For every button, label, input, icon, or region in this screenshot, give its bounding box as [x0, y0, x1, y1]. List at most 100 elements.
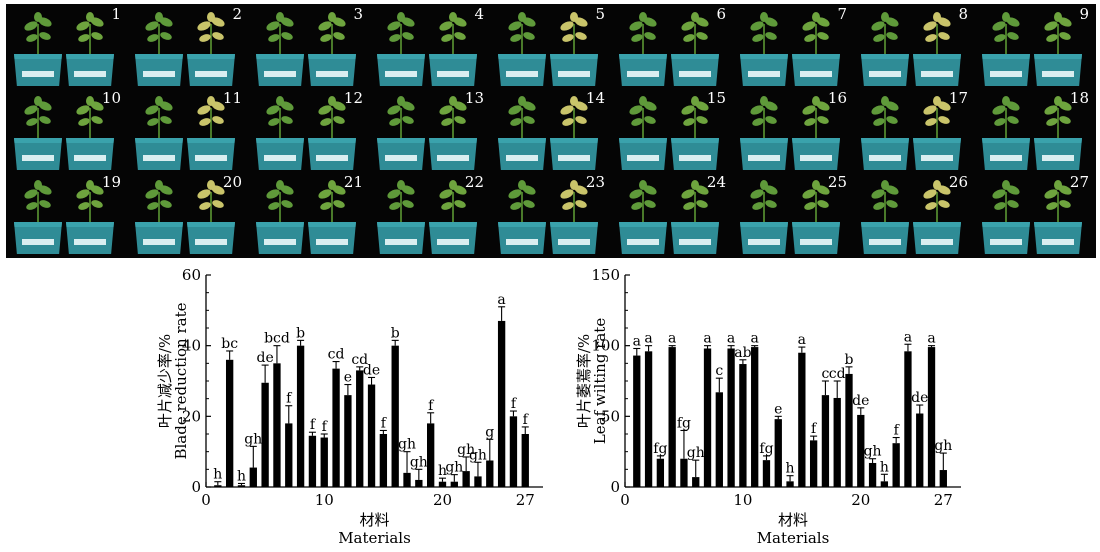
pot-label — [385, 239, 417, 245]
flower-pot — [671, 138, 719, 170]
pot-photo-cell: 12 — [248, 88, 369, 172]
control-plant — [629, 180, 657, 226]
x-axis-title-cn: 材料 — [778, 511, 808, 529]
significance-label: f — [381, 415, 388, 431]
x-tick-label: 20 — [433, 491, 452, 509]
significance-label: a — [668, 331, 676, 347]
control-plant — [387, 96, 415, 142]
bar — [261, 382, 269, 487]
significance-label: gh — [244, 431, 262, 447]
bar — [391, 345, 399, 487]
pot-number: 25 — [827, 173, 847, 191]
pot-photo-cell: 16 — [732, 88, 853, 172]
control-plant — [508, 96, 536, 142]
bar — [680, 458, 688, 487]
significance-label: f — [894, 423, 901, 439]
pot-label — [800, 71, 832, 77]
flower-pot — [1034, 222, 1082, 254]
bar — [521, 434, 529, 487]
treated-plant — [560, 96, 588, 142]
pot-number: 1 — [111, 5, 121, 23]
pot-label — [1042, 155, 1074, 161]
pot-label — [679, 239, 711, 245]
significance-label: g — [485, 424, 494, 440]
flower-pot — [498, 54, 546, 86]
pot-label — [990, 239, 1022, 245]
x-axis-title-cn: 材料 — [359, 511, 389, 529]
significance-label: h — [880, 459, 889, 475]
x-axis-title-en: Materials — [338, 529, 411, 547]
flower-pot — [135, 54, 183, 86]
pot-label — [264, 155, 296, 161]
control-plant — [629, 12, 657, 58]
pot-photo-cell: 1 — [6, 4, 127, 88]
bar — [703, 348, 712, 487]
control-plant — [387, 180, 415, 226]
bar — [462, 471, 470, 487]
pot-photo-cell: 27 — [974, 172, 1095, 256]
pot-label — [921, 239, 953, 245]
y-tick-label: 20 — [182, 407, 201, 425]
pot-number: 24 — [706, 173, 726, 191]
significance-label: a — [751, 331, 759, 347]
control-plant — [266, 12, 294, 58]
pot-number: 17 — [948, 89, 968, 107]
pot-label — [74, 239, 106, 245]
pot-label — [316, 71, 348, 77]
pot-label — [1042, 239, 1074, 245]
significance-label: gh — [934, 438, 952, 454]
significance-label: fg — [653, 441, 667, 457]
bar — [415, 479, 423, 487]
pot-label — [437, 71, 469, 77]
pot-label — [316, 155, 348, 161]
bar — [344, 395, 352, 487]
significance-label: de — [852, 393, 869, 409]
pot-number: 3 — [353, 5, 363, 23]
flower-pot — [66, 138, 114, 170]
bar — [798, 352, 806, 487]
flower-pot — [913, 54, 961, 86]
flower-pot — [308, 138, 356, 170]
control-plant — [750, 96, 778, 142]
x-tick-label: 20 — [851, 491, 870, 509]
x-tick-label: 27 — [516, 491, 535, 509]
flower-pot — [913, 138, 961, 170]
bar — [486, 460, 494, 487]
significance-label: h — [213, 467, 222, 483]
treated-plant — [802, 12, 830, 58]
pot-label — [748, 239, 780, 245]
pot-photo-cell: 6 — [611, 4, 732, 88]
significance-label: cd — [351, 352, 368, 368]
flower-pot — [550, 138, 598, 170]
flower-pot — [550, 54, 598, 86]
flower-pot — [308, 54, 356, 86]
bar — [308, 435, 317, 487]
pot-number: 5 — [595, 5, 605, 23]
significance-label: a — [497, 292, 505, 308]
pot-photo-cell: 9 — [974, 4, 1095, 88]
pot-label — [74, 155, 106, 161]
significance-label: a — [927, 331, 935, 347]
pot-label — [74, 71, 106, 77]
control-plant — [24, 96, 52, 142]
flower-pot — [1034, 138, 1082, 170]
treated-plant — [1044, 96, 1072, 142]
control-plant — [145, 96, 173, 142]
pot-label — [506, 155, 538, 161]
flower-pot — [619, 54, 667, 86]
significance-label: a — [798, 332, 806, 348]
flower-pot — [982, 54, 1030, 86]
bar — [715, 392, 723, 487]
significance-label: gh — [469, 447, 487, 463]
flower-pot — [861, 222, 909, 254]
pot-photo-cell: 2 — [127, 4, 248, 88]
flower-pot — [135, 222, 183, 254]
treated-plant — [802, 180, 830, 226]
pot-label — [385, 71, 417, 77]
pot-label — [990, 71, 1022, 77]
pot-number: 15 — [706, 89, 726, 107]
control-plant — [24, 12, 52, 58]
flower-pot — [792, 222, 840, 254]
